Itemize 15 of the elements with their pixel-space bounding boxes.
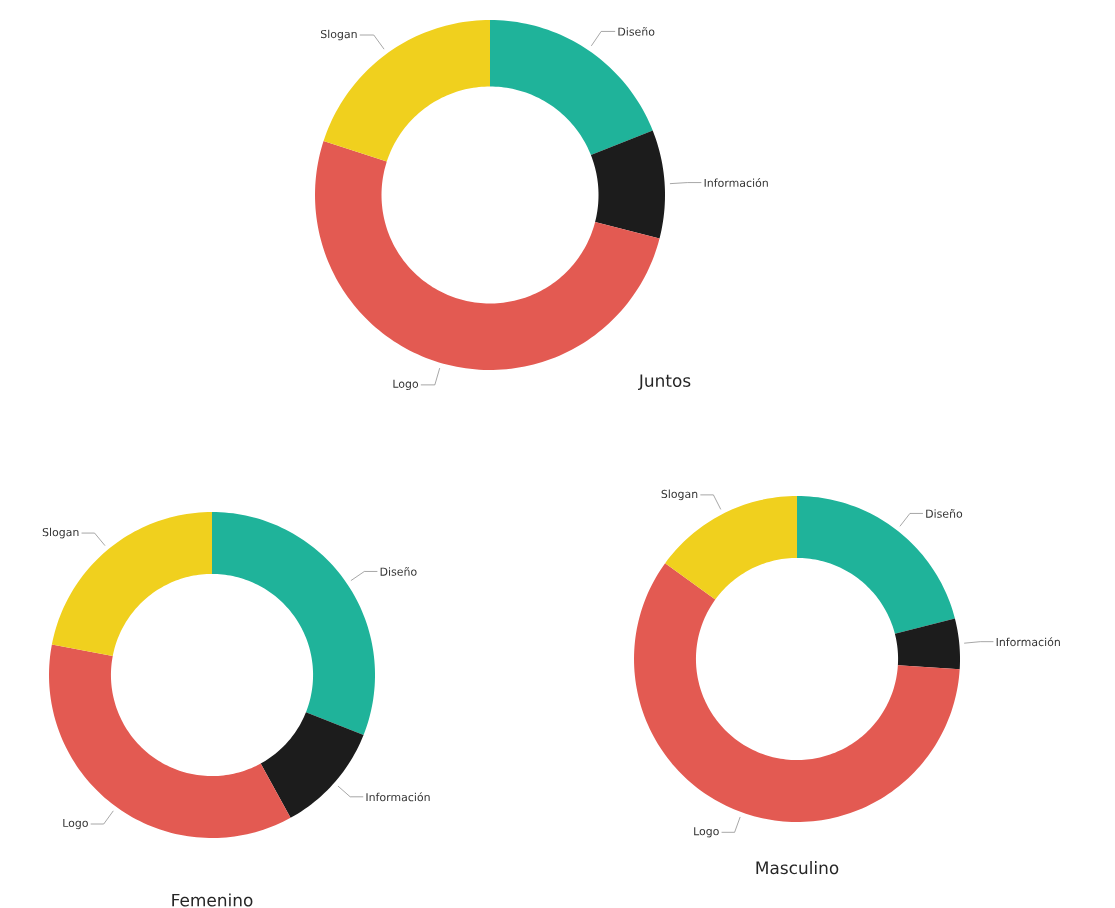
slice-label: Slogan <box>320 29 357 41</box>
slice-label: Logo <box>393 379 419 391</box>
text: Juntos <box>637 374 691 391</box>
slice-label: Información <box>996 637 1060 647</box>
text: Masculino <box>756 861 839 875</box>
slice-label: Diseño <box>380 567 417 576</box>
slice-label: Información <box>366 792 430 802</box>
slice-label: Logo <box>694 827 719 838</box>
slice-label: Slogan <box>42 527 79 539</box>
slice-label: Información <box>704 178 768 188</box>
slice-label: Diseño <box>926 509 963 518</box>
text: Femenino <box>172 893 253 907</box>
slice-label: Slogan <box>661 489 698 501</box>
slice-label: Logo <box>63 818 88 830</box>
slice-label: Diseño <box>618 27 655 36</box>
